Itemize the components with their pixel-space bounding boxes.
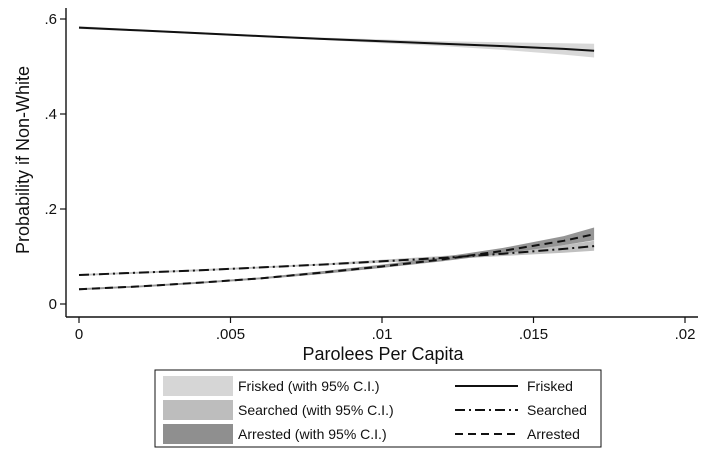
y-tick-label: .6 — [44, 11, 57, 28]
legend-label-ci-frisked: Frisked (with 95% C.I.) — [238, 378, 380, 394]
legend-swatch-frisked — [163, 376, 233, 396]
legend: Frisked (with 95% C.I.) Frisked Searched (… — [154, 369, 602, 448]
x-axis-title: Parolees Per Capita — [302, 344, 464, 364]
legend-swatch-arrested — [163, 424, 233, 444]
legend-swatch-searched — [163, 400, 233, 420]
y-tick-label: .2 — [44, 201, 57, 218]
x-tick-label: .01 — [372, 326, 393, 343]
series-line-searched — [78, 245, 595, 276]
y-tick-label: 0 — [49, 296, 57, 313]
legend-label-searched: Searched — [527, 402, 587, 418]
ci-band-searched — [79, 240, 595, 276]
series-line-frisked — [78, 26, 595, 52]
confidence-bands — [79, 26, 595, 291]
legend-label-arrested: Arrested — [527, 426, 580, 442]
y-axis-title: Probability if Non-White — [13, 66, 33, 254]
legend-label-frisked: Frisked — [527, 378, 573, 394]
series-lines — [78, 26, 595, 291]
x-tick-label: .005 — [216, 326, 245, 343]
x-tick-label: .015 — [519, 326, 548, 343]
legend-label-ci-arrested: Arrested (with 95% C.I.) — [238, 426, 387, 442]
ci-band-arrested — [79, 227, 595, 291]
legend-label-ci-searched: Searched (with 95% C.I.) — [238, 402, 394, 418]
axes: 0 .005 .01 .015 .02 0 .2 .4 .6 — [44, 8, 698, 343]
y-tick-label: .4 — [44, 106, 57, 123]
x-tick-label: 0 — [75, 326, 83, 343]
series-line-arrested — [78, 233, 595, 291]
x-tick-label: .02 — [675, 326, 696, 343]
